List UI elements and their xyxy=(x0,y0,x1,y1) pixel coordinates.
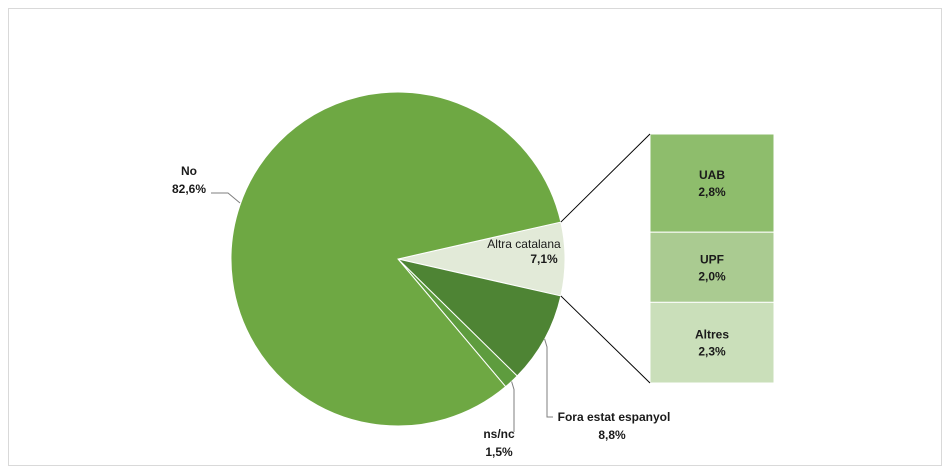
bar-segment-altres xyxy=(649,301,775,384)
connector-line-top xyxy=(560,133,651,223)
bar-segment-upf xyxy=(649,231,775,303)
bar-label-uab: UAB xyxy=(699,168,725,182)
leader-line-no xyxy=(211,192,241,204)
pie-label-altra-catalana: Altra catalana xyxy=(487,237,561,251)
leader-line-ns-nc xyxy=(511,381,515,432)
bar-segment-uab xyxy=(649,133,775,233)
pie-label-ns-nc: ns/nc xyxy=(483,427,515,441)
pie-value-no: 82,6% xyxy=(172,182,206,196)
pie-label-fora-estat-espanyol: Fora estat espanyol xyxy=(558,410,671,424)
bar-label-altres: Altres xyxy=(695,328,729,342)
pie-slice-no xyxy=(230,91,562,427)
pie-value-fora-estat-espanyol: 8,8% xyxy=(598,428,626,442)
pie-value-ns-nc: 1,5% xyxy=(485,445,513,459)
leader-line-fora-estat-espanyol xyxy=(544,338,553,418)
pie-label-no: No xyxy=(181,164,197,178)
bar-value-altres: 2,3% xyxy=(698,345,726,359)
bar-value-uab: 2,8% xyxy=(698,185,726,199)
bar-label-upf: UPF xyxy=(700,252,724,266)
pie-value-altra-catalana: 7,1% xyxy=(530,252,558,266)
bar-value-upf: 2,0% xyxy=(698,269,726,283)
pie-slice-fora-estat-espanyol xyxy=(396,258,562,377)
connector-line-bottom xyxy=(560,295,651,384)
